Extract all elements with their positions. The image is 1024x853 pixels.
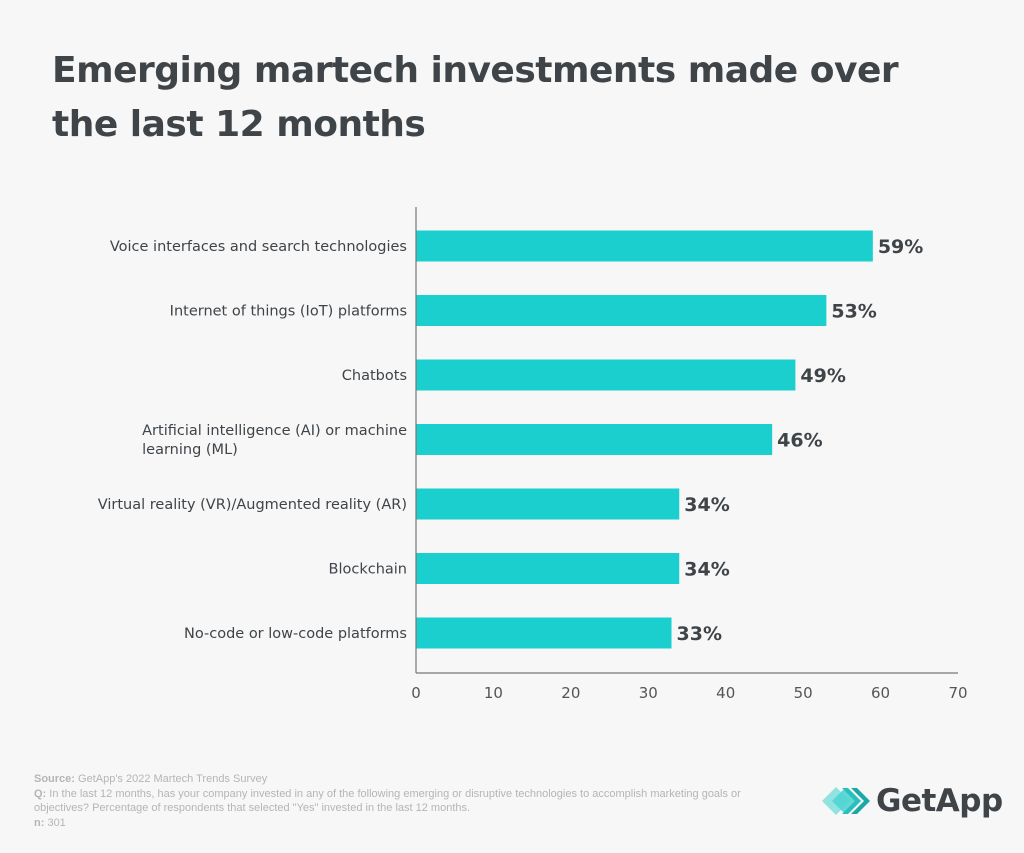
value-label: 59% bbox=[878, 236, 923, 258]
bar bbox=[416, 488, 680, 520]
bar bbox=[416, 424, 773, 455]
category-label: Internet of things (IoT) platforms bbox=[170, 304, 407, 320]
x-tick-label: 70 bbox=[948, 684, 967, 702]
category-label: Voice interfaces and search technologies bbox=[110, 239, 407, 255]
value-label: 33% bbox=[677, 623, 722, 645]
x-tick-label: 10 bbox=[484, 684, 503, 702]
x-tick-label: 50 bbox=[794, 684, 813, 702]
bar bbox=[416, 359, 796, 391]
x-tick-label: 20 bbox=[561, 684, 580, 702]
getapp-chevrons-icon bbox=[822, 787, 870, 815]
category-label: No-code or low-code platforms bbox=[184, 626, 407, 642]
source-line: Source: GetApp's 2022 Martech Trends Sur… bbox=[34, 773, 268, 785]
bar bbox=[416, 230, 873, 262]
category-label: learning (ML) bbox=[142, 442, 238, 458]
category-label: Chatbots bbox=[342, 368, 407, 384]
bar bbox=[416, 553, 680, 584]
x-tick-label: 0 bbox=[411, 684, 421, 702]
value-label: 34% bbox=[684, 559, 729, 581]
question-line: Q: In the last 12 months, has your compa… bbox=[34, 787, 741, 815]
value-label: 46% bbox=[777, 430, 822, 452]
getapp-logo: GetApp bbox=[822, 783, 1003, 819]
sample-size-line: n: 301 bbox=[34, 816, 66, 829]
x-tick-label: 60 bbox=[871, 684, 890, 702]
value-label: 53% bbox=[831, 301, 876, 323]
getapp-logo-text: GetApp bbox=[876, 783, 1003, 819]
value-label: 49% bbox=[800, 365, 845, 387]
chart-footer: Source: GetApp's 2022 Martech Trends Sur… bbox=[34, 772, 774, 830]
bar bbox=[416, 617, 672, 649]
bar bbox=[416, 295, 827, 326]
x-tick-label: 30 bbox=[639, 684, 658, 702]
category-label: Virtual reality (VR)/Augmented reality (… bbox=[98, 497, 407, 513]
chart-title: Emerging martech investments made over t… bbox=[52, 50, 899, 145]
category-label: Artificial intelligence (AI) or machine bbox=[142, 423, 407, 439]
category-label: Blockchain bbox=[329, 562, 407, 578]
value-label: 34% bbox=[684, 494, 729, 516]
bar-chart: 59% Voice interfaces and search technolog… bbox=[98, 207, 968, 702]
x-tick-label: 40 bbox=[716, 684, 735, 702]
